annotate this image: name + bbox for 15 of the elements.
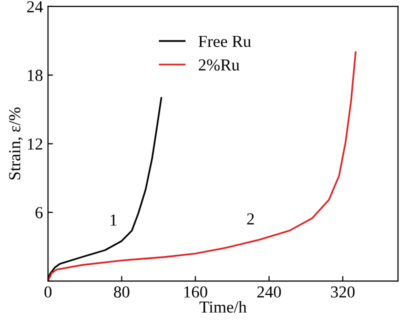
x-axis-title: Time/h bbox=[200, 300, 247, 313]
x-tick-label: 240 bbox=[257, 286, 281, 298]
legend-label: Free Ru bbox=[198, 36, 251, 48]
legend-label: 2%Ru bbox=[198, 59, 240, 71]
y-tick-label: 6 bbox=[36, 207, 43, 218]
y-tick-label: 24 bbox=[27, 1, 43, 12]
y-axis-title: Strain, ε/% bbox=[9, 107, 23, 180]
x-tick-label: 160 bbox=[184, 286, 208, 298]
y-tick-label: 18 bbox=[28, 70, 43, 82]
annotation: 2 bbox=[247, 213, 254, 224]
x-tick-label: 80 bbox=[114, 286, 130, 298]
y-tick-label: 12 bbox=[28, 138, 42, 150]
x-tick-label: 0 bbox=[44, 286, 52, 298]
annotation: 1 bbox=[110, 214, 117, 226]
x-tick-label: 320 bbox=[331, 286, 355, 298]
